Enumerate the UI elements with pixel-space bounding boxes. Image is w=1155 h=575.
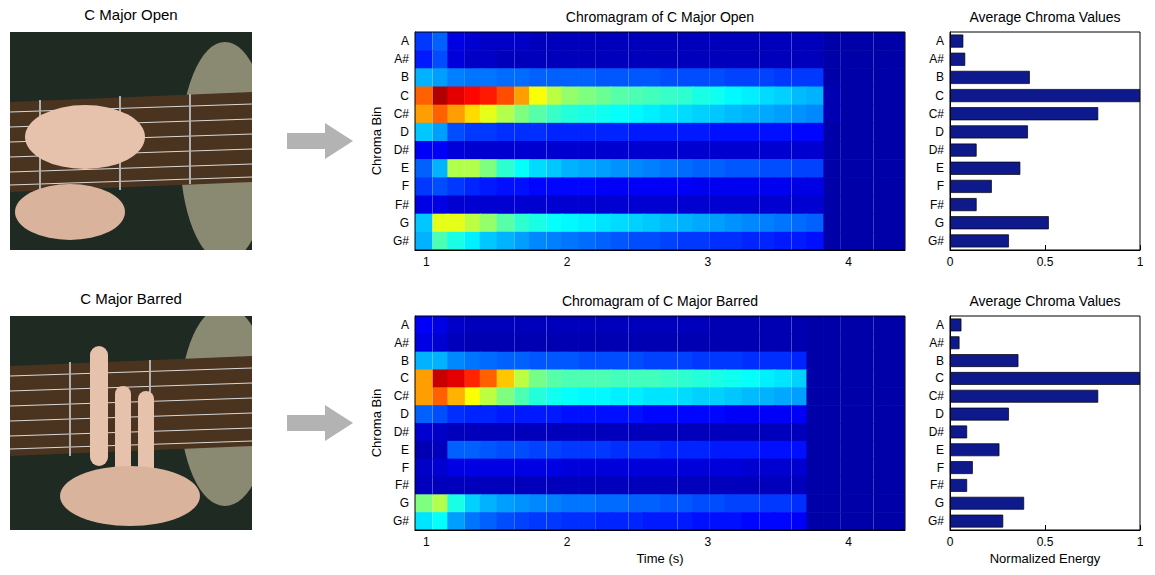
svg-text:Chromagram of C Major Barred: Chromagram of C Major Barred — [562, 293, 758, 309]
svg-text:F#: F# — [930, 198, 944, 212]
svg-text:A: A — [936, 318, 944, 332]
svg-text:C: C — [935, 89, 944, 103]
svg-text:D: D — [400, 125, 409, 139]
svg-text:B: B — [401, 354, 409, 368]
svg-text:1: 1 — [1137, 255, 1144, 269]
svg-text:Chroma Bin: Chroma Bin — [369, 389, 384, 458]
svg-text:C#: C# — [929, 107, 945, 121]
svg-text:2: 2 — [564, 535, 571, 549]
svg-text:E: E — [936, 161, 944, 175]
svg-text:F: F — [402, 179, 409, 193]
svg-text:D#: D# — [929, 143, 945, 157]
svg-text:A: A — [401, 318, 409, 332]
svg-text:C#: C# — [394, 107, 410, 121]
svg-text:E: E — [936, 443, 944, 457]
html-text:C Major Open: C Major Open — [84, 6, 178, 23]
svg-text:0: 0 — [947, 535, 954, 549]
svg-text:E: E — [401, 443, 409, 457]
svg-text:C#: C# — [929, 389, 945, 403]
svg-text:D#: D# — [929, 425, 945, 439]
svg-text:G: G — [935, 496, 944, 510]
svg-text:3: 3 — [705, 255, 712, 269]
svg-text:C: C — [400, 371, 409, 385]
svg-text:A#: A# — [929, 336, 944, 350]
svg-text:F: F — [402, 461, 409, 475]
svg-text:G#: G# — [393, 234, 409, 248]
svg-text:B: B — [936, 70, 944, 84]
svg-text:C#: C# — [394, 389, 410, 403]
svg-text:A#: A# — [394, 52, 409, 66]
svg-text:A#: A# — [394, 336, 409, 350]
svg-text:G#: G# — [928, 514, 944, 528]
svg-text:A#: A# — [929, 52, 944, 66]
svg-text:Average Chroma Values: Average Chroma Values — [969, 9, 1120, 25]
svg-text:B: B — [401, 70, 409, 84]
svg-text:D#: D# — [394, 143, 410, 157]
svg-text:G#: G# — [928, 234, 944, 248]
svg-text:F#: F# — [395, 478, 409, 492]
svg-text:C: C — [935, 371, 944, 385]
svg-text:D: D — [935, 125, 944, 139]
svg-text:A: A — [936, 34, 944, 48]
svg-text:1: 1 — [423, 255, 430, 269]
svg-text:F#: F# — [395, 198, 409, 212]
svg-text:0: 0 — [947, 255, 954, 269]
svg-text:1: 1 — [423, 535, 430, 549]
svg-text:Chromagram of C Major Open: Chromagram of C Major Open — [566, 9, 754, 25]
svg-text:G: G — [400, 216, 409, 230]
svg-text:D: D — [935, 407, 944, 421]
svg-text:G#: G# — [393, 514, 409, 528]
svg-text:D#: D# — [394, 425, 410, 439]
svg-text:1: 1 — [1137, 535, 1144, 549]
svg-text:G: G — [935, 216, 944, 230]
svg-text:F: F — [937, 179, 944, 193]
svg-text:0.5: 0.5 — [1037, 535, 1054, 549]
svg-text:G: G — [400, 496, 409, 510]
svg-text:Time (s): Time (s) — [636, 551, 683, 566]
svg-text:4: 4 — [845, 535, 852, 549]
svg-text:E: E — [401, 161, 409, 175]
svg-text:D: D — [400, 407, 409, 421]
svg-text:2: 2 — [564, 255, 571, 269]
svg-text:A: A — [401, 34, 409, 48]
svg-text:3: 3 — [705, 535, 712, 549]
svg-text:Average Chroma Values: Average Chroma Values — [969, 293, 1120, 309]
svg-text:F#: F# — [930, 478, 944, 492]
svg-text:C: C — [400, 89, 409, 103]
html-text:C Major Barred: C Major Barred — [80, 290, 182, 307]
svg-text:B: B — [936, 354, 944, 368]
svg-text:F: F — [937, 461, 944, 475]
svg-text:0.5: 0.5 — [1037, 255, 1054, 269]
svg-text:Normalized Energy: Normalized Energy — [990, 551, 1101, 566]
svg-text:4: 4 — [845, 255, 852, 269]
svg-text:Chroma Bin: Chroma Bin — [369, 107, 384, 176]
